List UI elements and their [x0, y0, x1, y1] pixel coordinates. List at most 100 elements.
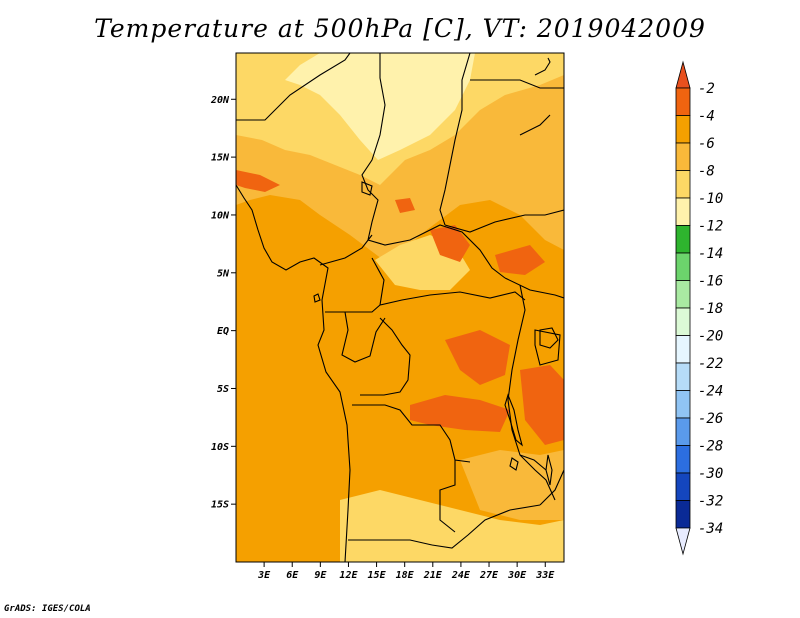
lake-malawi [545, 454, 553, 486]
colorbar-label: -30 [698, 466, 723, 482]
border-zambia-south [431, 504, 541, 549]
map-frame [235, 52, 565, 563]
field-2to4-warm-7 [395, 198, 415, 213]
border-sudan-south-sudan [444, 209, 564, 233]
colorbar-label: -14 [698, 246, 723, 262]
bioko-island [313, 293, 321, 303]
lon-tick-label: 15E [368, 570, 387, 581]
colorbar-label: -6 [698, 136, 715, 152]
colorbar-swatch [675, 500, 691, 529]
grads-credit: GrADS: IGES/COLA [4, 604, 91, 614]
lake-victoria-region [539, 327, 559, 349]
colorbar-swatch [675, 197, 691, 226]
border-nile-sudd [519, 114, 551, 136]
colorbar-label: -28 [698, 439, 723, 455]
longitude-axis: 3E 6E 9E 12E 15E 18E 21E 24E 27E 30E 33E [257, 562, 555, 581]
border-tanzania-zambia [519, 454, 556, 501]
lat-tick-label: 10S [211, 442, 229, 453]
colorbar-swatch [675, 472, 691, 501]
field-2to4-warm-5 [410, 395, 510, 432]
lon-tick-label: 21E [423, 570, 443, 581]
field-2to4-warm-1 [236, 170, 280, 192]
lat-tick-label: 15S [211, 500, 229, 511]
colorbar-swatch [675, 170, 691, 199]
colorbar-max-arrow [675, 60, 691, 89]
lat-tick-label: 15N [211, 153, 230, 164]
colorbar-label: -20 [698, 329, 723, 345]
lat-tick-label: 10N [211, 210, 230, 221]
lon-tick-label: 3E [257, 570, 271, 581]
lake-tanganyika [504, 393, 523, 447]
border-drc-congo-river [360, 317, 411, 396]
border-gabon-congo [341, 311, 386, 363]
lat-tick-label: 5N [217, 268, 230, 279]
border-angola-north [352, 404, 471, 463]
field-6to8-southeast [460, 450, 564, 520]
colorbar-swatch [675, 225, 691, 254]
border-niger-chad [361, 53, 386, 241]
colorbar-swatch [675, 307, 691, 336]
border-sudan-east [470, 79, 564, 89]
border-congo-cameroon [325, 257, 385, 313]
field-10to12-north [285, 53, 475, 160]
lake-chad [361, 181, 373, 196]
colorbar-min-arrow [675, 527, 691, 556]
colorbar-label: -4 [698, 109, 715, 125]
colorbar-label: -32 [698, 494, 723, 510]
lon-tick-label: 18E [396, 570, 415, 581]
colorbar: -2 -4 -6 -8 -10 -12 -14 -16 -18 -20 -22 -24 -26 -28 -3… [675, 60, 723, 556]
field-2to4-warm-3 [495, 245, 545, 275]
boundaries [236, 53, 564, 562]
colorbar-label: -24 [698, 384, 723, 400]
coastline-west-africa [236, 184, 351, 562]
colorbar-label: -12 [698, 219, 723, 235]
border-drc-east [507, 284, 547, 471]
border-east-africa [534, 329, 561, 366]
field-2to4-warm-6 [520, 365, 564, 445]
border-nigeria-cameroon [319, 234, 373, 266]
lon-tick-label: 12E [339, 570, 358, 581]
temperature-field [236, 53, 564, 562]
border-mozambique [539, 469, 564, 506]
lake-mweru [509, 457, 519, 471]
field-8to10-south [340, 490, 564, 562]
field-2to4-warm-2 [430, 225, 470, 262]
border-car-south [379, 291, 526, 306]
colorbar-label: -26 [698, 411, 723, 427]
field-2to4-warm-4 [445, 330, 510, 385]
lon-tick-label: 27E [479, 570, 499, 581]
colorbar-swatch [675, 142, 691, 171]
border-sahel-west [236, 53, 351, 121]
colorbar-swatch [675, 252, 691, 281]
lat-tick-label: 5S [217, 384, 229, 395]
colorbar-swatch [675, 445, 691, 474]
colorbar-swatch [675, 390, 691, 419]
colorbar-label: -8 [698, 164, 715, 180]
colorbar-label: -22 [698, 356, 723, 372]
colorbar-label: -16 [698, 274, 723, 290]
lon-tick-label: 9E [314, 570, 327, 581]
lon-tick-label: 33E [535, 570, 555, 581]
border-angola-east [439, 460, 456, 533]
colorbar-swatch [675, 417, 691, 446]
border-angola-namibia [348, 539, 433, 546]
colorbar-swatch [675, 87, 691, 116]
colorbar-swatch [675, 115, 691, 144]
colorbar-label: -18 [698, 301, 723, 317]
chart-title: Temperature at 500hPa [C], VT: 201904200… [94, 14, 706, 43]
colorbar-label: -10 [698, 191, 723, 207]
border-car-north [367, 224, 506, 279]
colorbar-swatch [675, 335, 691, 364]
lat-tick-label: 20N [210, 95, 230, 106]
lon-tick-label: 6E [286, 570, 299, 581]
lon-tick-label: 30E [507, 570, 527, 581]
red-sea-coast [534, 57, 551, 76]
lat-tick-label: EQ [217, 326, 229, 337]
border-south-sudan-uganda [504, 277, 564, 299]
colorbar-label: -34 [698, 521, 723, 537]
latitude-axis: 20N 15N 10N 5N EQ 5S 10S 15S [210, 95, 236, 511]
colorbar-swatch [675, 280, 691, 309]
colorbar-swatch [675, 362, 691, 391]
border-chad-sudan [439, 53, 471, 226]
